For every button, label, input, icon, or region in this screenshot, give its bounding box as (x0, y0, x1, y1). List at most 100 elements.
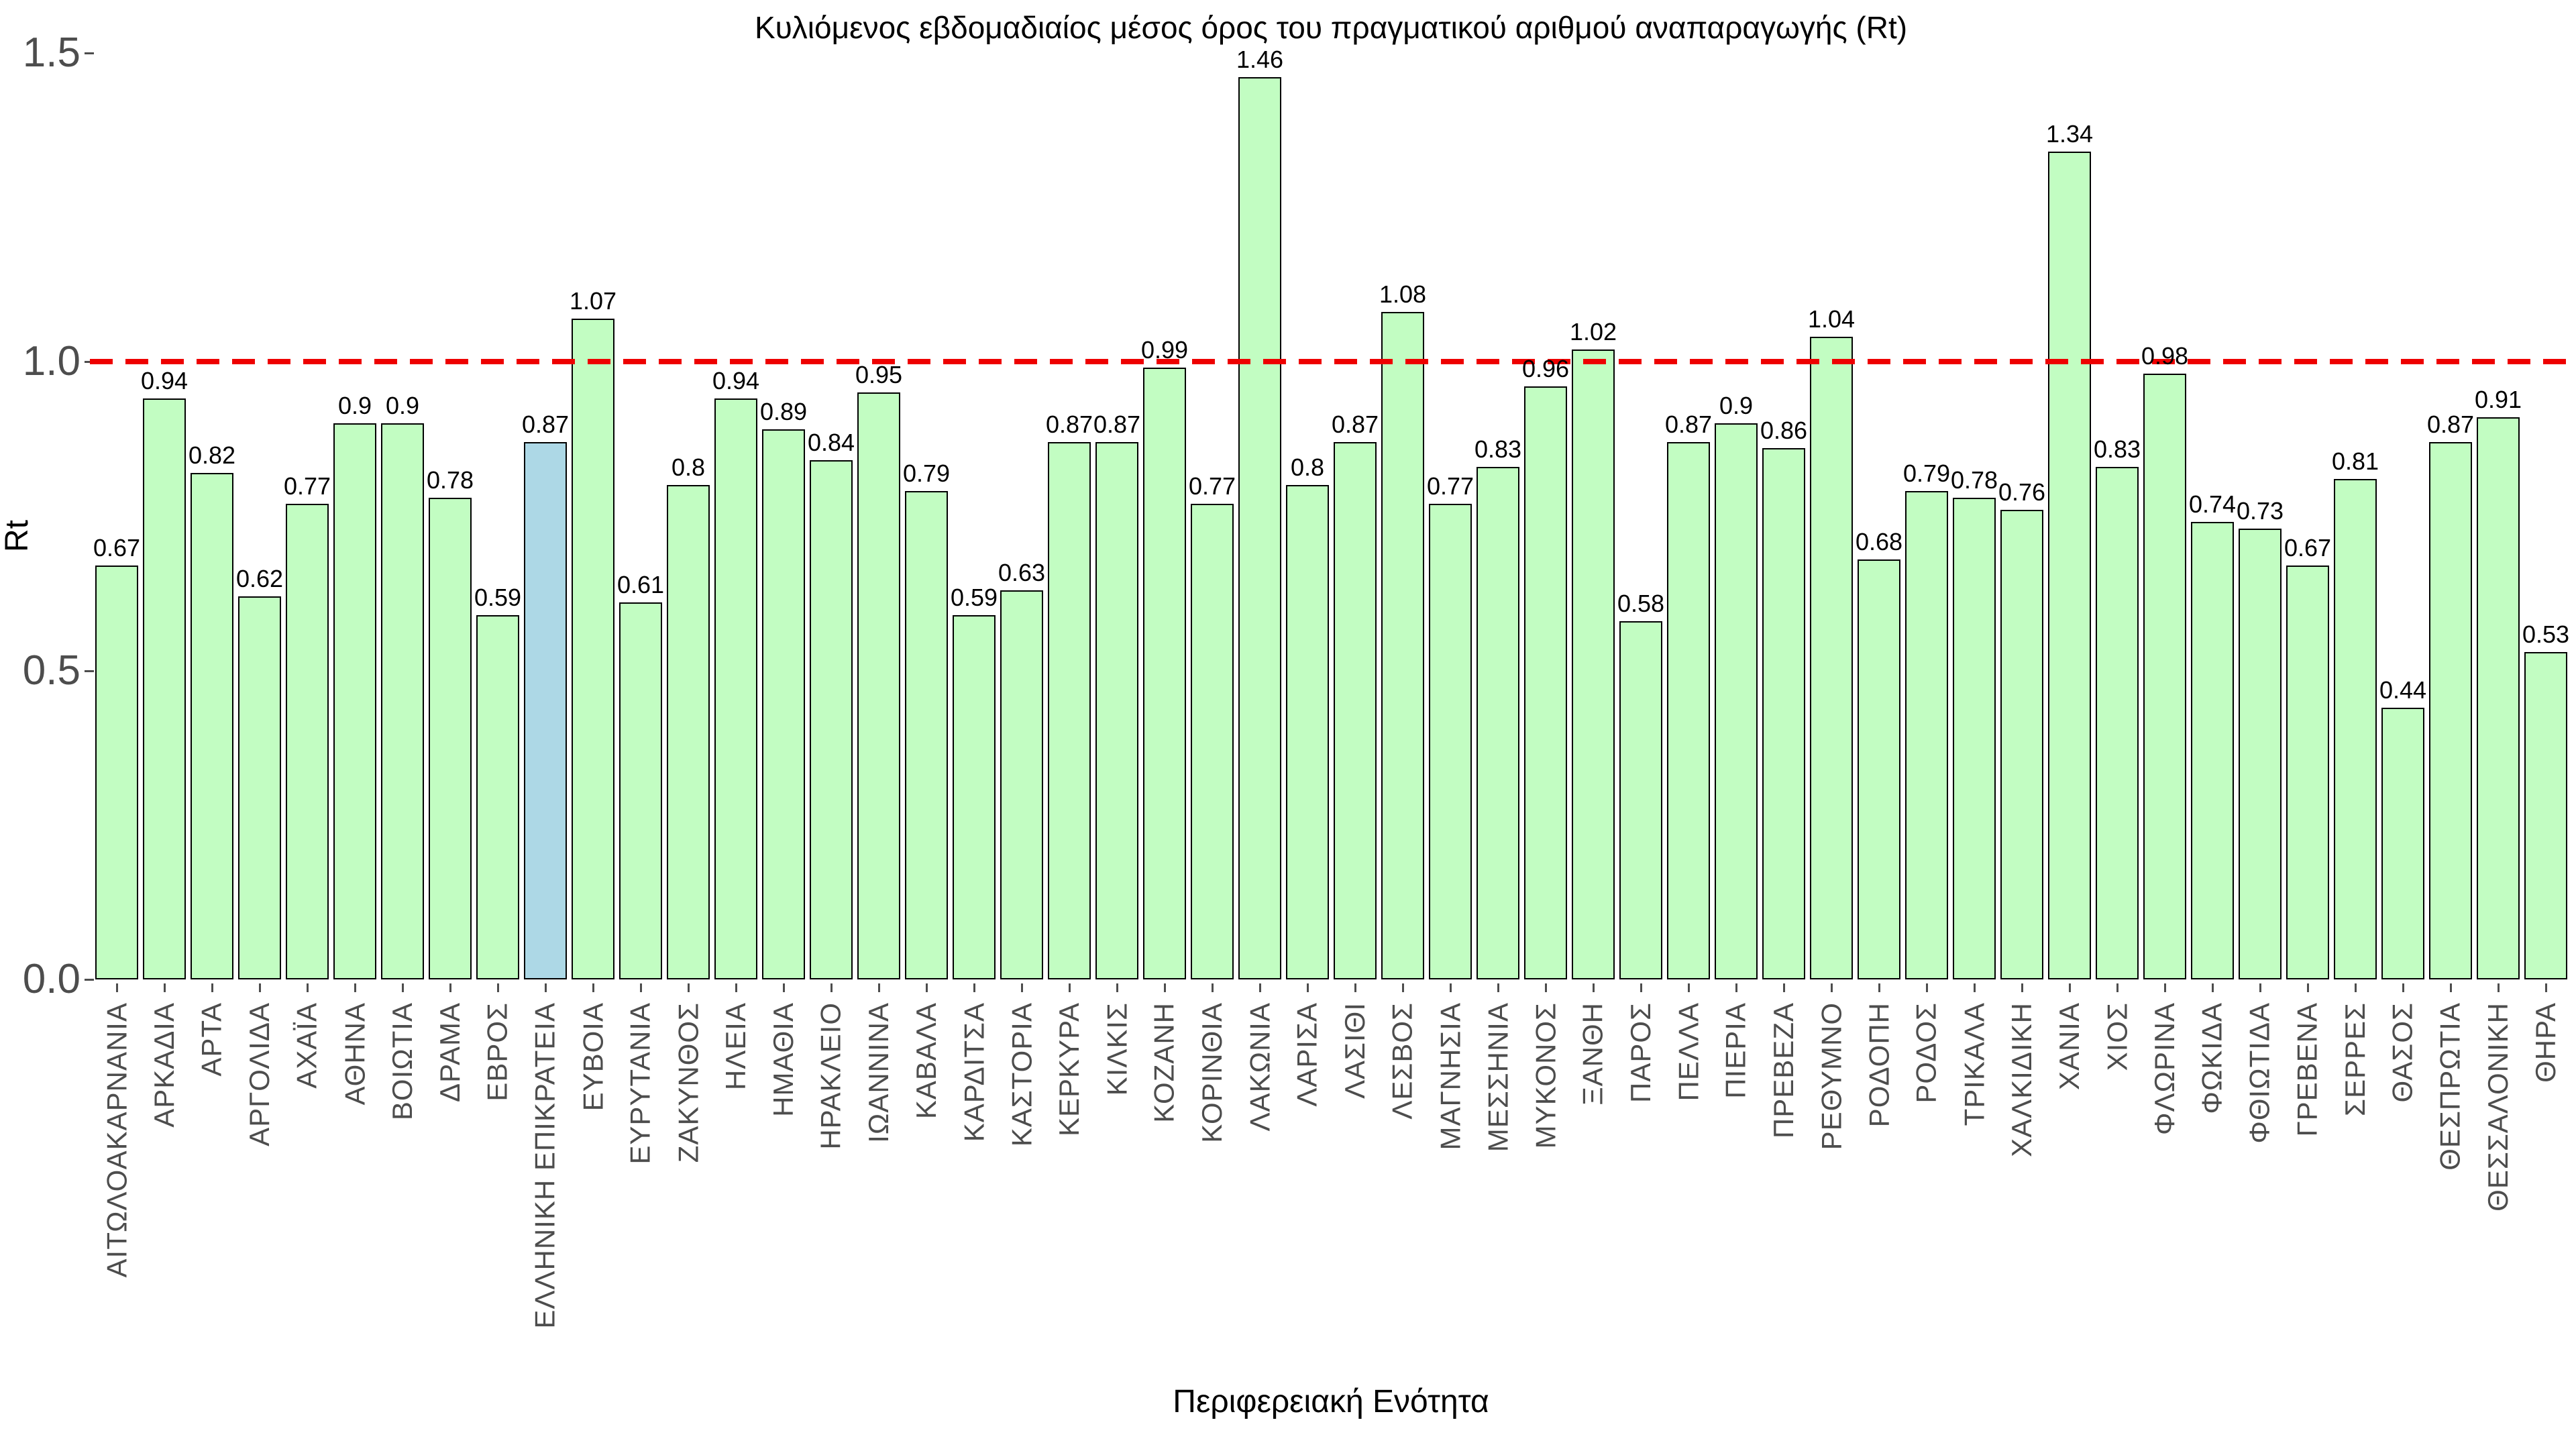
reference-line-rt-1 (90, 359, 2576, 364)
bar-value-label: 0.87 (1664, 410, 1713, 438)
x-category-label: ΗΛΕΙΑ (720, 1002, 751, 1091)
x-tick-mark (640, 983, 642, 992)
y-tick-mark (85, 669, 94, 672)
bar-value-label: 1.02 (1569, 317, 1617, 345)
x-category-label: ΧΑΝΙΑ (2053, 1002, 2085, 1091)
bar-value-label: 0.79 (1902, 460, 1951, 488)
x-tick-mark (735, 983, 737, 992)
bar-value-label: 0.79 (902, 460, 951, 488)
x-category-label: ΦΘΙΩΤΙΔΑ (2244, 1002, 2275, 1144)
x-tick-mark (926, 983, 928, 992)
x-tick-mark (830, 983, 833, 992)
x-tick-mark (1593, 983, 1595, 992)
bar (191, 472, 233, 979)
bar-value-label: 0.81 (2331, 447, 2379, 475)
bar-value-label: 0.84 (807, 429, 855, 457)
bar-value-label: 0.87 (1331, 410, 1379, 438)
x-tick-mark (1402, 983, 1404, 992)
bar-value-label: 0.59 (950, 583, 998, 611)
bar (1477, 466, 1519, 979)
bar-value-label: 0.68 (1855, 527, 1903, 555)
bar-value-label: 0.9 (1719, 392, 1754, 420)
x-tick-mark (1450, 983, 1452, 992)
bar-value-label: 0.67 (93, 533, 141, 561)
x-category-label: ΕΒΡΟΣ (482, 1002, 513, 1102)
bar-value-label: 0.78 (1950, 466, 1998, 494)
bar-value-label: 0.95 (855, 361, 903, 389)
x-tick-mark (164, 983, 166, 992)
bar (2381, 707, 2424, 979)
x-category-label: ΚΕΡΚΥΡΑ (1053, 1002, 1085, 1136)
x-tick-mark (2116, 983, 2118, 992)
x-category-label: ΡΟΔΟΠΗ (1863, 1002, 1894, 1128)
bar (1334, 441, 1377, 979)
x-tick-mark (545, 983, 547, 992)
bar (572, 318, 614, 979)
bar (2334, 478, 2377, 979)
x-category-label: ΞΑΝΘΗ (1577, 1002, 1609, 1106)
x-tick-mark (2307, 983, 2309, 992)
bar-value-label: 0.9 (337, 392, 372, 420)
x-tick-mark (1735, 983, 1737, 992)
x-tick-mark (2021, 983, 2023, 992)
bar (1238, 77, 1281, 979)
bar-value-label: 0.76 (1998, 478, 2046, 506)
bar-value-label: 0.77 (283, 472, 331, 500)
bar-value-label: 1.07 (569, 286, 617, 315)
y-tick-label: 1.0 (22, 338, 80, 384)
bar-value-label: 1.34 (2045, 119, 2094, 148)
x-category-label: ΑΡΤΑ (196, 1002, 227, 1077)
bar-value-label: 0.9 (385, 392, 420, 420)
x-tick-mark (2164, 983, 2166, 992)
bar-value-label: 0.83 (1474, 435, 1522, 463)
bar (1715, 423, 1758, 979)
x-tick-mark (878, 983, 880, 992)
bar (1905, 491, 1948, 979)
x-category-label: ΑΡΚΑΔΙΑ (148, 1002, 180, 1128)
x-category-label: ΧΙΟΣ (2101, 1002, 2133, 1071)
bar-value-label: 0.8 (671, 453, 706, 482)
bar-value-label: 0.44 (2379, 676, 2427, 704)
bar (1191, 503, 1234, 979)
x-category-label: ΠΑΡΟΣ (1625, 1002, 1656, 1103)
x-tick-mark (1545, 983, 1547, 992)
x-category-label: ΚΑΣΤΟΡΙΑ (1006, 1002, 1037, 1147)
bar (1858, 559, 1900, 979)
x-category-label: ΜΥΚΟΝΟΣ (1529, 1002, 1561, 1149)
bar (1286, 485, 1329, 979)
x-category-label: ΧΑΛΚΙΔΙΚΗ (2006, 1002, 2037, 1157)
bar (2239, 528, 2282, 979)
x-tick-mark (354, 983, 356, 992)
x-category-label: ΡΟΔΟΣ (1911, 1002, 1942, 1104)
bar-value-label: 0.53 (2522, 620, 2570, 648)
bar-value-label: 0.87 (2426, 410, 2475, 438)
x-tick-mark (1831, 983, 1833, 992)
x-tick-mark (1354, 983, 1356, 992)
bar (95, 565, 138, 979)
x-category-label: ΑΘΗΝΑ (339, 1002, 370, 1106)
bar-value-label: 0.86 (1760, 416, 1808, 444)
bar (476, 614, 519, 979)
bar-value-label: 1.08 (1379, 280, 1427, 309)
bar-value-label: 0.87 (521, 410, 570, 438)
x-tick-mark (1259, 983, 1261, 992)
x-tick-mark (1878, 983, 1880, 992)
x-tick-mark (1164, 983, 1166, 992)
bar-value-label: 0.77 (1188, 472, 1236, 500)
x-category-label: ΜΑΓΝΗΣΙΑ (1434, 1002, 1466, 1150)
x-category-label: ΚΑΒΑΛΑ (910, 1002, 942, 1120)
bar (1762, 447, 1805, 979)
x-category-label: ΛΑΡΙΣΑ (1291, 1002, 1323, 1107)
x-tick-mark (211, 983, 213, 992)
bar (1000, 590, 1043, 979)
x-tick-mark (1116, 983, 1118, 992)
bar (1429, 503, 1472, 979)
bar (429, 497, 472, 979)
x-tick-mark (1212, 983, 1214, 992)
x-category-label: ΑΙΤΩΛΟΑΚΑΡΝΑΝΙΑ (101, 1002, 132, 1278)
x-category-label: ΠΕΛΛΑ (1672, 1002, 1704, 1102)
bar-value-label: 0.82 (188, 441, 236, 469)
x-tick-mark (1069, 983, 1071, 992)
x-tick-mark (402, 983, 404, 992)
x-category-label: ΖΑΚΥΝΘΟΣ (672, 1002, 704, 1163)
